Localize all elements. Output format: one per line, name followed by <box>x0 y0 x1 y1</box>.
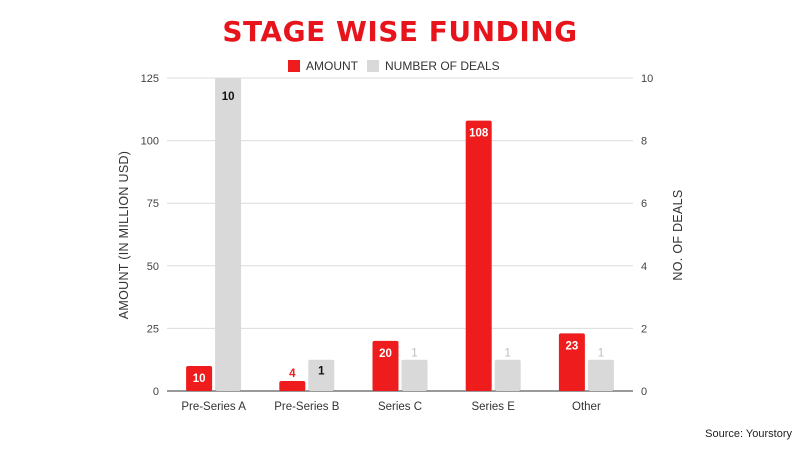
category-label: Series E <box>471 401 515 413</box>
bar-amount <box>465 120 492 392</box>
category-label: Pre-Series A <box>181 401 246 413</box>
source-note: Source: Yourstory <box>705 428 792 440</box>
y2-tick-label: 6 <box>641 198 647 210</box>
data-label-amount: 4 <box>289 368 296 380</box>
y-axis-left-ticks: 0 25 50 75 100 125 <box>141 73 159 398</box>
data-label-deals: 1 <box>504 348 510 360</box>
y-tick-label: 0 <box>153 386 159 398</box>
y-axis-right-title: NO. OF DEALS <box>671 189 685 280</box>
bars <box>186 78 614 392</box>
data-label-deals: 1 <box>598 348 604 360</box>
y2-tick-label: 10 <box>641 73 653 85</box>
y2-tick-label: 0 <box>641 386 647 398</box>
data-label-deals: 1 <box>411 348 417 360</box>
gridlines <box>167 77 633 392</box>
category-label: Other <box>572 401 601 413</box>
bar-deals <box>401 359 428 391</box>
y-tick-label: 50 <box>147 261 159 273</box>
category-label: Pre-Series B <box>274 401 340 413</box>
y2-tick-label: 2 <box>641 323 647 335</box>
y-tick-label: 100 <box>141 136 159 148</box>
legend-label-amount: AMOUNT <box>306 59 359 73</box>
bar-deals <box>308 359 335 391</box>
legend: AMOUNT NUMBER OF DEALS <box>288 59 500 73</box>
chart-title: STAGE WISE FUNDING <box>222 15 577 48</box>
bar-amount <box>558 333 585 391</box>
y-tick-label: 75 <box>147 198 159 210</box>
bar-deals <box>494 359 521 391</box>
legend-label-deals: NUMBER OF DEALS <box>385 59 500 73</box>
y-axis-right-ticks: 0 2 4 6 8 10 <box>641 73 653 398</box>
legend-swatch-deals <box>367 60 379 72</box>
y2-tick-label: 4 <box>641 261 647 273</box>
y-tick-label: 125 <box>141 73 159 85</box>
bar-deals <box>587 359 614 391</box>
y-axis-left-title: AMOUNT (IN MILLION USD) <box>117 151 131 319</box>
category-label: Series C <box>378 401 422 413</box>
data-label-amount: 20 <box>379 348 392 360</box>
bar-deals <box>215 78 242 391</box>
y-tick-label: 25 <box>147 323 159 335</box>
data-label-amount: 10 <box>193 373 206 385</box>
data-label-deals: 10 <box>222 91 235 103</box>
y2-tick-label: 8 <box>641 136 647 148</box>
bar-amount <box>186 365 213 391</box>
data-label-amount: 23 <box>566 340 579 352</box>
data-label-deals: 1 <box>318 366 325 378</box>
data-label-amount: 108 <box>469 128 489 140</box>
bar-amount <box>279 380 306 391</box>
bar-amount <box>372 340 399 391</box>
legend-swatch-amount <box>288 60 300 72</box>
category-labels: Pre-Series A Pre-Series B Series C Series E… <box>181 401 601 413</box>
data-labels: 10 10 4 1 20 1 108 1 23 1 <box>193 91 604 385</box>
